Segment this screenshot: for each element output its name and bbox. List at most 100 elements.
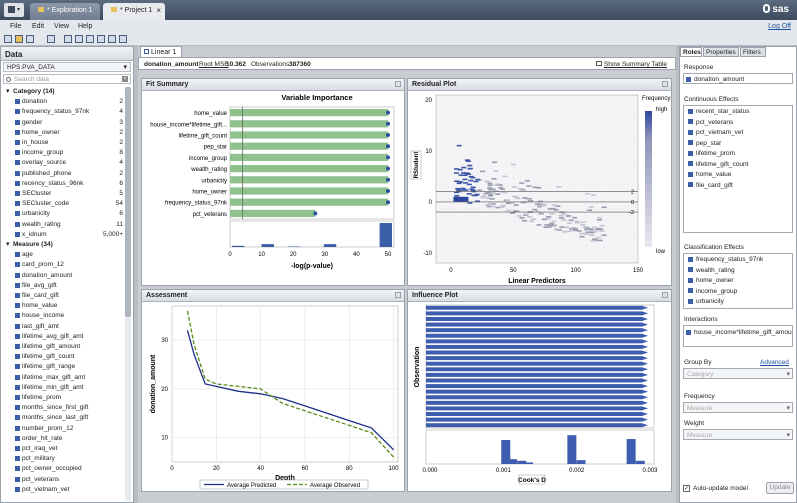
list-item[interactable]: published_phone 2 — [1, 169, 125, 179]
update-button[interactable]: Update — [766, 482, 794, 494]
list-item[interactable]: lifetime_gift_count — [1, 352, 125, 362]
list-item[interactable]: pct_owner_occupied — [1, 464, 125, 474]
list-item[interactable]: lifetime_gift_count — [688, 161, 748, 168]
table-icon[interactable] — [108, 35, 116, 43]
list-item[interactable]: lifetime_prom — [688, 150, 735, 157]
clear-icon[interactable]: × — [122, 76, 128, 82]
list-item[interactable]: months_since_first_gift — [1, 403, 125, 413]
grid-dot — [471, 106, 473, 108]
scatter-icon[interactable] — [86, 35, 94, 43]
list-item[interactable]: donation 2 — [1, 97, 125, 107]
list-item[interactable]: pep_star — [688, 140, 721, 147]
tab-roles[interactable]: Roles — [680, 47, 702, 57]
list-item[interactable]: home_owner — [688, 277, 734, 284]
chart-icon[interactable] — [64, 35, 72, 43]
menu-help[interactable]: Help — [78, 23, 93, 30]
search-input[interactable]: Search data × — [3, 74, 131, 84]
list-item[interactable]: donation_amount — [1, 271, 125, 281]
list-item[interactable]: number_prom_12 — [1, 424, 125, 434]
list-item[interactable]: wealth_rating 11 — [1, 220, 125, 230]
bar-chart-icon[interactable] — [75, 35, 83, 43]
list-item[interactable]: pct_vietnam_vet — [1, 485, 125, 495]
home-button[interactable]: ▾ — [4, 3, 24, 17]
show-summary-table-button[interactable]: Show Summary Table — [595, 61, 667, 68]
list-item[interactable]: card_prom_12 — [1, 260, 125, 270]
menu-view[interactable]: View — [54, 23, 70, 30]
classification-effects-list[interactable]: frequency_status_97nk wealth_rating home_o… — [683, 253, 793, 309]
scrollbar[interactable] — [125, 87, 131, 501]
interactions-field[interactable]: house_income*lifetime_gift_amou — [683, 325, 793, 347]
maximize-icon[interactable] — [395, 292, 401, 298]
collapse-left-handle[interactable] — [134, 46, 138, 503]
new-icon[interactable] — [4, 35, 12, 43]
list-item[interactable]: overlay_source 4 — [1, 158, 125, 168]
tab-properties[interactable]: Properties — [703, 47, 739, 57]
list-item[interactable]: x_idnum 5,000+ — [1, 230, 125, 240]
maximize-icon[interactable] — [395, 81, 401, 87]
auto-update-checkbox[interactable]: ✓ — [683, 485, 690, 492]
list-item[interactable]: income_group — [688, 288, 737, 295]
list-item[interactable]: home_value — [1, 301, 125, 311]
tab-linear-1[interactable]: Linear 1 — [140, 46, 182, 57]
close-icon[interactable]: × — [156, 6, 161, 15]
group-by-field[interactable]: Category ▾ — [683, 368, 793, 379]
list-item[interactable]: recent_star_status — [688, 108, 749, 115]
undo-icon[interactable] — [47, 35, 55, 43]
list-item[interactable]: urbanicity 6 — [1, 209, 125, 219]
list-item[interactable]: urbanicity — [688, 298, 724, 305]
list-item[interactable]: lifetime_max_gift_amt — [1, 373, 125, 383]
list-item[interactable]: frequency_status_97nk 4 — [1, 107, 125, 117]
list-item[interactable]: pct_veterans — [1, 475, 125, 485]
tab-filters[interactable]: Filters — [740, 47, 766, 57]
list-item[interactable]: in_house 2 — [1, 138, 125, 148]
scrollbar-thumb[interactable] — [125, 87, 131, 317]
list-item[interactable]: age — [1, 250, 125, 260]
category-group[interactable]: ▾ Category (14) — [6, 88, 55, 95]
menu-edit[interactable]: Edit — [32, 23, 45, 30]
tab-project-1[interactable]: * Project 1 × — [103, 3, 165, 20]
list-item[interactable]: file_card_gift — [1, 291, 125, 301]
save-icon[interactable] — [26, 35, 34, 43]
list-item[interactable]: gender 3 — [1, 118, 125, 128]
list-item[interactable]: home_value — [688, 171, 731, 178]
list-item[interactable]: lifetime_gift_range — [1, 362, 125, 372]
list-item[interactable]: lifetime_avg_gift_amt — [1, 332, 125, 342]
list-item[interactable]: wealth_rating — [688, 267, 735, 274]
maximize-icon[interactable] — [662, 292, 668, 298]
weight-field[interactable]: Measure ▾ — [683, 429, 793, 440]
list-item[interactable]: file_avg_gift — [1, 281, 125, 291]
list-item[interactable]: pct_military — [1, 454, 125, 464]
list-item[interactable]: pct_iraq_vet — [1, 444, 125, 454]
list-item[interactable]: income_group 8 — [1, 148, 125, 158]
rmse-label[interactable]: Root MSE — [199, 61, 229, 68]
list-item[interactable]: SECluster_code 54 — [1, 199, 125, 209]
data-source-select[interactable]: HPS.PVA_DATA ▾ — [3, 62, 131, 72]
list-item[interactable]: lifetime_min_gift_amt — [1, 383, 125, 393]
list-item[interactable]: pct_vietnam_vet — [688, 129, 743, 136]
list-item[interactable]: lifetime_gift_amount — [1, 342, 125, 352]
continuous-effects-list[interactable]: recent_star_status pct_veterans pct_vietna… — [683, 105, 793, 233]
list-item[interactable]: frequency_status_97nk — [688, 256, 763, 263]
response-field[interactable]: donation_amount — [683, 73, 793, 84]
frequency-field[interactable]: Measure ▾ — [683, 402, 793, 413]
list-item[interactable]: lifetime_prom — [1, 393, 125, 403]
list-item[interactable]: home_owner 2 — [1, 128, 125, 138]
list-item[interactable]: last_gift_amt — [1, 322, 125, 332]
list-item[interactable]: recency_status_96nk 6 — [1, 179, 125, 189]
measure-group[interactable]: ▾ Measure (34) — [6, 241, 53, 248]
logoff-link[interactable]: Log Off — [768, 23, 791, 30]
list-item[interactable]: months_since_last_gift — [1, 413, 125, 423]
collapse-right-handle[interactable] — [676, 46, 679, 503]
list-item[interactable]: pct_veterans — [688, 119, 733, 126]
list-item[interactable]: order_hit_rate — [1, 434, 125, 444]
maximize-icon[interactable] — [662, 81, 668, 87]
list-item[interactable]: house_income — [1, 311, 125, 321]
menu-file[interactable]: File — [10, 23, 22, 30]
list-item[interactable]: file_card_gift — [688, 182, 733, 189]
advanced-link[interactable]: Advanced — [760, 359, 789, 366]
map-icon[interactable] — [119, 35, 127, 43]
list-item[interactable]: SECluster 5 — [1, 189, 125, 199]
open-icon[interactable] — [15, 35, 23, 43]
line-chart-icon[interactable] — [97, 35, 105, 43]
tab-exploration-1[interactable]: * Exploration 1 — [30, 3, 100, 20]
